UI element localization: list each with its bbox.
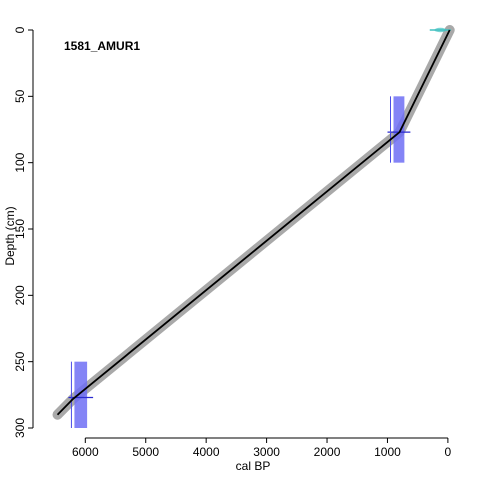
x-tick-label-1: 5000 [132,445,159,459]
y-tick-label-4: 200 [13,285,27,305]
x-tick-label-5: 1000 [374,445,401,459]
x-tick-label-0: 6000 [72,445,99,459]
x-axis-title: cal BP [236,459,271,473]
chart-title: 1581_AMUR1 [64,39,140,53]
median-line [56,29,451,416]
x-tick-label-4: 2000 [314,445,341,459]
plot-area [52,25,455,428]
y-tick-label-2: 100 [13,152,27,172]
dated-level-1 [393,96,405,163]
y-tick-label-1: 50 [13,89,27,103]
y-tick-label-3: 150 [13,219,27,239]
y-tick-label-5: 250 [13,351,27,371]
uncertainty-band [52,25,455,420]
dated-level-2 [74,361,88,428]
surface-date-marker-0 [434,27,447,33]
x-tick-label-6: 0 [445,445,452,459]
y-tick-label-0: 0 [13,26,27,33]
y-tick-label-6: 300 [13,418,27,438]
x-tick-label-3: 3000 [253,445,280,459]
axes: 6000 5000 4000 3000 2000 1000 0 0 50 100 150 200 250… [13,26,452,459]
x-tick-label-2: 4000 [193,445,220,459]
y-axis-title: Depth (cm) [3,206,17,265]
